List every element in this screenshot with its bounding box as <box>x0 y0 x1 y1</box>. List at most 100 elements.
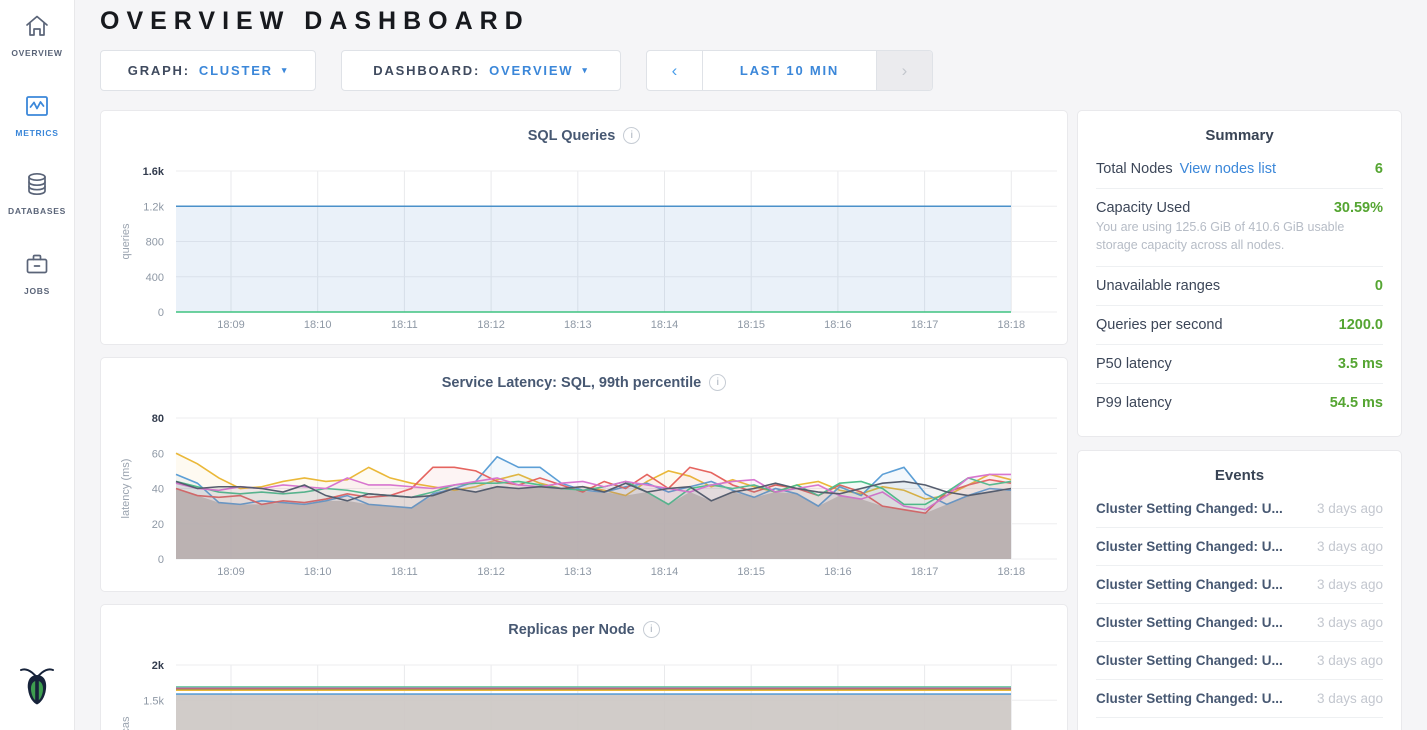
svg-text:80: 80 <box>152 413 164 425</box>
summary-row-p50: P50 latency 3.5 ms <box>1096 345 1383 385</box>
chart-title-text: SQL Queries <box>527 127 616 144</box>
row-label: Queries per second <box>1096 317 1223 334</box>
svg-text:0: 0 <box>158 307 164 319</box>
row-value: 54.5 ms <box>1329 395 1383 412</box>
svg-text:queries: queries <box>120 223 132 260</box>
capacity-description: You are using 125.6 GiB of 410.6 GiB usa… <box>1096 218 1383 268</box>
summary-panel: Summary Total Nodes View nodes list 6 Ca… <box>1077 110 1402 437</box>
sidebar-item-databases[interactable]: DATABASES <box>0 170 74 216</box>
svg-text:18:10: 18:10 <box>304 319 332 331</box>
sql-queries-chart[interactable]: 18:09 18:10 18:11 18:12 18:13 18:14 18:15 18:16… <box>109 111 1061 346</box>
replicas-per-node-title: Replicas per Node i <box>101 621 1067 638</box>
svg-text:18:18: 18:18 <box>998 566 1026 578</box>
total-nodes-label: Total Nodes <box>1096 161 1173 177</box>
graph-dropdown[interactable]: GRAPH: CLUSTER ▾ <box>100 50 316 91</box>
svg-text:0: 0 <box>158 554 164 566</box>
page-title: OVERVIEW DASHBOARD <box>100 7 530 35</box>
info-icon[interactable]: i <box>709 374 727 391</box>
svg-text:latency (ms): latency (ms) <box>120 459 132 519</box>
event-time: 3 days ago <box>1316 577 1383 592</box>
event-label[interactable]: Cluster Setting Changed: U... <box>1096 539 1283 554</box>
sidebar-label-overview: OVERVIEW <box>11 48 63 58</box>
replicas-per-node-card: Replicas per Node i 18:0918:1018:1118:12… <box>100 604 1068 730</box>
svg-text:1.6k: 1.6k <box>143 166 165 178</box>
sidebar-item-metrics[interactable]: METRICS <box>0 92 74 138</box>
sidebar-item-jobs[interactable]: JOBS <box>0 250 74 296</box>
row-value: 3.5 ms <box>1337 356 1383 373</box>
svg-text:1.2k: 1.2k <box>143 201 164 213</box>
event-label[interactable]: Cluster Setting Changed: U... <box>1096 653 1283 668</box>
dashboard-dropdown[interactable]: DASHBOARD: OVERVIEW ▾ <box>341 50 621 91</box>
svg-text:800: 800 <box>146 237 164 249</box>
row-label: P50 latency <box>1096 356 1172 373</box>
sql-queries-card: SQL Queries i 18:09 18:10 18:11 18:12 18:13 1… <box>100 110 1068 345</box>
event-row: Cluster Setting Changed: U... 3 days ago <box>1096 566 1383 604</box>
svg-text:18:13: 18:13 <box>564 319 592 331</box>
service-latency-chart[interactable]: 18:09 18:10 18:11 18:12 18:13 18:14 18:15 18:16… <box>109 358 1061 593</box>
svg-text:18:16: 18:16 <box>824 319 852 331</box>
summary-title: Summary <box>1205 127 1274 144</box>
svg-text:18:12: 18:12 <box>477 319 505 331</box>
view-nodes-list-link[interactable]: View nodes list <box>1179 161 1277 177</box>
event-row: Cluster Setting Changed: U... 3 days ago <box>1096 604 1383 642</box>
database-icon <box>23 170 51 200</box>
home-icon <box>23 12 51 42</box>
event-row: Cluster Setting Changed: U... 3 days ago <box>1096 490 1383 528</box>
sidebar-label-metrics: METRICS <box>15 128 59 138</box>
svg-text:replicas: replicas <box>120 716 132 730</box>
service-latency-card: Service Latency: SQL, 99th percentile i … <box>100 357 1068 592</box>
total-nodes-value: 6 <box>1374 161 1383 177</box>
summary-row-total-nodes: Total Nodes View nodes list 6 <box>1096 150 1383 189</box>
chart-title-text: Replicas per Node <box>508 621 635 638</box>
sidebar-item-overview[interactable]: OVERVIEW <box>0 12 74 58</box>
svg-text:18:15: 18:15 <box>737 319 765 331</box>
svg-text:18:17: 18:17 <box>911 319 939 331</box>
dashboard-dropdown-label: DASHBOARD: <box>373 63 481 78</box>
event-time: 3 days ago <box>1316 653 1383 668</box>
event-row: Cluster Setting Changed: U... 3 days ago <box>1096 642 1383 680</box>
svg-text:18:18: 18:18 <box>998 319 1026 331</box>
svg-text:18:17: 18:17 <box>911 566 939 578</box>
svg-text:400: 400 <box>146 272 164 284</box>
event-row: Cluster Setting Changed: U... 3 days ago <box>1096 680 1383 718</box>
svg-text:18:09: 18:09 <box>217 566 245 578</box>
svg-text:18:10: 18:10 <box>304 566 332 578</box>
row-value: 0 <box>1374 278 1383 295</box>
event-label[interactable]: Cluster Setting Changed: U... <box>1096 577 1283 592</box>
briefcase-icon <box>23 250 51 280</box>
time-range-next-button[interactable]: › <box>876 51 932 90</box>
info-icon[interactable]: i <box>642 621 660 638</box>
events-title: Events <box>1214 467 1265 484</box>
sql-queries-title: SQL Queries i <box>101 127 1067 144</box>
time-range-prev-button[interactable]: ‹ <box>647 51 703 90</box>
row-label: Unavailable ranges <box>1096 278 1221 295</box>
info-icon[interactable]: i <box>623 127 641 144</box>
event-label[interactable]: Cluster Setting Changed: U... <box>1096 615 1283 630</box>
sidebar: OVERVIEW METRICS DATABASES <box>0 0 75 730</box>
graph-dropdown-label: GRAPH: <box>127 63 190 78</box>
svg-text:40: 40 <box>152 484 164 496</box>
graph-dropdown-value: CLUSTER <box>198 63 273 78</box>
svg-text:18:14: 18:14 <box>651 566 679 578</box>
time-range-selector: ‹ LAST 10 MIN › <box>646 50 933 91</box>
event-label[interactable]: Cluster Setting Changed: U... <box>1096 691 1283 706</box>
svg-text:18:12: 18:12 <box>477 566 505 578</box>
service-latency-title: Service Latency: SQL, 99th percentile i <box>101 374 1067 391</box>
svg-text:18:11: 18:11 <box>391 319 418 331</box>
chart-title-text: Service Latency: SQL, 99th percentile <box>441 374 702 391</box>
sidebar-label-jobs: JOBS <box>24 286 50 296</box>
sidebar-label-databases: DATABASES <box>8 206 66 216</box>
svg-text:18:11: 18:11 <box>391 566 418 578</box>
time-range-value[interactable]: LAST 10 MIN <box>739 63 840 78</box>
svg-text:18:13: 18:13 <box>564 566 592 578</box>
replicas-per-node-chart[interactable]: 18:0918:1018:1118:1218:1318:1418:1518:16… <box>109 605 1061 730</box>
cockroachdb-logo[interactable] <box>0 663 74 716</box>
row-label: P99 latency <box>1096 395 1172 412</box>
summary-row-unavailable-ranges: Unavailable ranges 0 <box>1096 267 1383 307</box>
events-panel: Events Cluster Setting Changed: U... 3 d… <box>1077 450 1402 730</box>
event-label[interactable]: Cluster Setting Changed: U... <box>1096 501 1283 516</box>
summary-row-qps: Queries per second 1200.0 <box>1096 306 1383 346</box>
capacity-label: Capacity Used <box>1096 200 1191 216</box>
metrics-icon <box>23 92 51 122</box>
event-time: 3 days ago <box>1316 691 1383 706</box>
